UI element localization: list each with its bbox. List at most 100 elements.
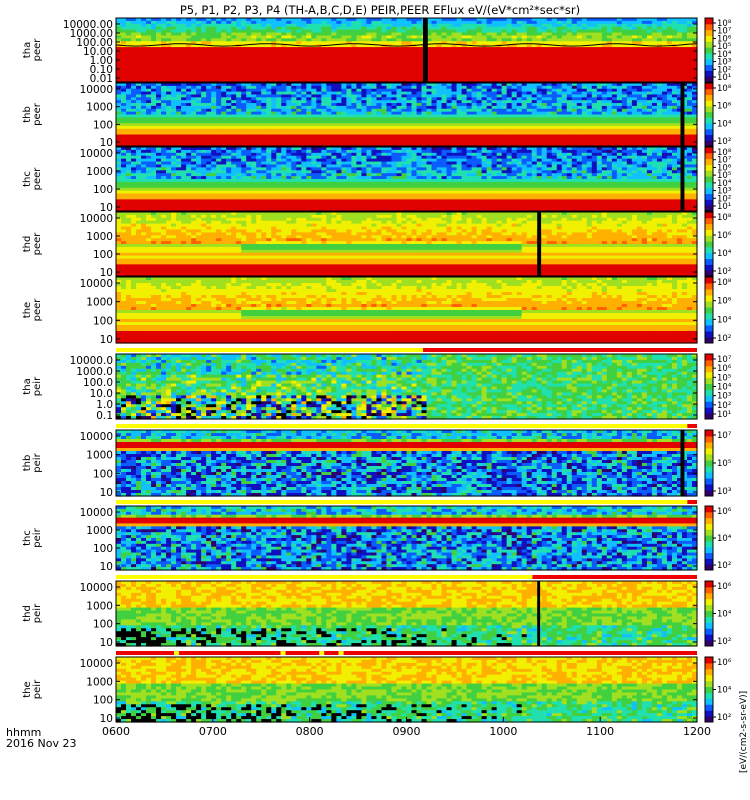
colorbar-tick-label: 10⁶ <box>717 102 732 112</box>
data-gap-band <box>681 83 685 146</box>
x-tick-label: 0600 <box>102 725 130 738</box>
x-tick-label: 1000 <box>489 725 517 738</box>
colorbar-tick-label: 10⁶ <box>717 507 732 517</box>
panel-ylabel: peer <box>32 167 43 191</box>
y-tick-label: 100 <box>93 468 113 480</box>
y-tick-label: 10 <box>100 637 113 649</box>
panel-ylabel: peir <box>32 679 43 699</box>
mode-bar <box>116 651 697 655</box>
colorbar-tick-label: 10⁴ <box>717 686 732 696</box>
panel-ylabel: peer <box>32 38 43 62</box>
x-tick-label: 0700 <box>199 725 227 738</box>
y-tick-label: 10000 <box>80 431 113 443</box>
mode-bar-segment <box>319 651 324 655</box>
y-tick-label: 10 <box>100 713 113 725</box>
mode-bar-segment <box>116 500 687 504</box>
panel-ylabel: peer <box>32 232 43 256</box>
panel-ylabel: peir <box>32 527 43 547</box>
colorbar-tick-label: 10² <box>717 267 731 277</box>
mode-bar-segment <box>174 651 179 655</box>
colorbar-tick-label: 10⁶ <box>717 582 732 592</box>
colorbar-tick-label: 10⁴ <box>717 249 732 259</box>
y-tick-label: 10000 <box>80 84 113 96</box>
mode-bar-segment <box>116 651 174 655</box>
mode-bar <box>116 424 697 428</box>
colorbar-thc_peir: 10⁶ 10⁴ 10² <box>705 506 732 571</box>
mode-bar <box>116 348 697 352</box>
mode-bar <box>116 575 697 579</box>
mode-bar-segment <box>116 575 532 579</box>
panel-tha_peer: 10000.001000.00100.0010.001.000.100.01th… <box>22 18 698 85</box>
y-tick-label: 10 <box>100 561 113 573</box>
colorbar-tick-label: 10⁶ <box>717 297 732 307</box>
y-tick-label: 1000 <box>86 166 113 178</box>
panel-ylabel: peer <box>32 102 43 126</box>
y-tick-label: 100 <box>93 695 113 707</box>
colorbar-tick-label: 10¹ <box>717 410 731 420</box>
y-tick-label: 100 <box>93 315 113 327</box>
colorbar-tick-label: 10⁸ <box>717 84 732 94</box>
y-tick-label: 1000 <box>86 450 113 462</box>
mode-bar-segment <box>281 651 286 655</box>
panel-ylabel: peir <box>32 376 43 396</box>
colorbar-tick-label: 10⁶ <box>717 231 732 241</box>
data-gap-band <box>537 581 540 646</box>
colorbar-tick-label: 10² <box>717 561 731 571</box>
y-tick-label: 1000 <box>86 525 113 537</box>
x-tick-label: 1100 <box>586 725 614 738</box>
colorbar-tick-label: 10⁴ <box>717 610 732 620</box>
panel-ylabel: peir <box>32 452 43 472</box>
mode-bar-segment <box>116 424 687 428</box>
colorbar-tick-label: 10⁴ <box>717 534 732 544</box>
mode-bar-segment <box>423 348 697 352</box>
y-tick-label: 100 <box>93 249 113 261</box>
colorbar-unit-text: [eV/(cm2-s-sr-eV)] <box>739 691 748 773</box>
mode-bar-segment <box>116 348 423 352</box>
colorbar-tick-label: 10³ <box>717 487 731 497</box>
y-tick-label: 10000 <box>80 278 113 290</box>
mode-bar-segment <box>687 424 697 428</box>
colorbar-tick-label: 10² <box>717 137 731 147</box>
mode-bar-segment <box>687 500 697 504</box>
data-gap-band <box>423 18 428 82</box>
mode-bar-segment <box>286 651 320 655</box>
x-tick-label: 1200 <box>683 725 711 738</box>
colorbar-tick-label: 10⁸ <box>717 278 732 288</box>
colorbar-tick-label: 10¹ <box>717 73 731 83</box>
colorbar-tick-label: 10² <box>717 713 731 723</box>
mode-bar-segment <box>532 575 697 579</box>
colorbar-tick-label: 10¹ <box>717 202 731 212</box>
date-label: 2016 Nov 23 <box>6 737 76 750</box>
y-tick-label: 1000 <box>86 231 113 243</box>
data-gap-band <box>681 430 685 496</box>
colorbar-tick-label: 10² <box>717 334 731 344</box>
mode-bar-segment <box>339 651 344 655</box>
colorbar-tick-label: 10⁸ <box>717 213 732 223</box>
x-tick-label: 0900 <box>393 725 421 738</box>
y-tick-label: 10 <box>100 334 113 346</box>
mode-bar-segment <box>344 651 697 655</box>
y-tick-label: 1000 <box>86 676 113 688</box>
colorbar-thd_peer: 10⁸ 10⁶ 10⁴ 10² <box>705 212 732 277</box>
colorbar-tick-label: 10⁴ <box>717 119 732 129</box>
y-tick-label: 10 <box>100 487 113 499</box>
mode-bar <box>116 500 697 504</box>
colorbar-tick-label: 10² <box>717 637 731 647</box>
colorbar-thd_peir: 10⁶ 10⁴ 10² <box>705 581 732 647</box>
data-gap-band <box>681 147 685 211</box>
